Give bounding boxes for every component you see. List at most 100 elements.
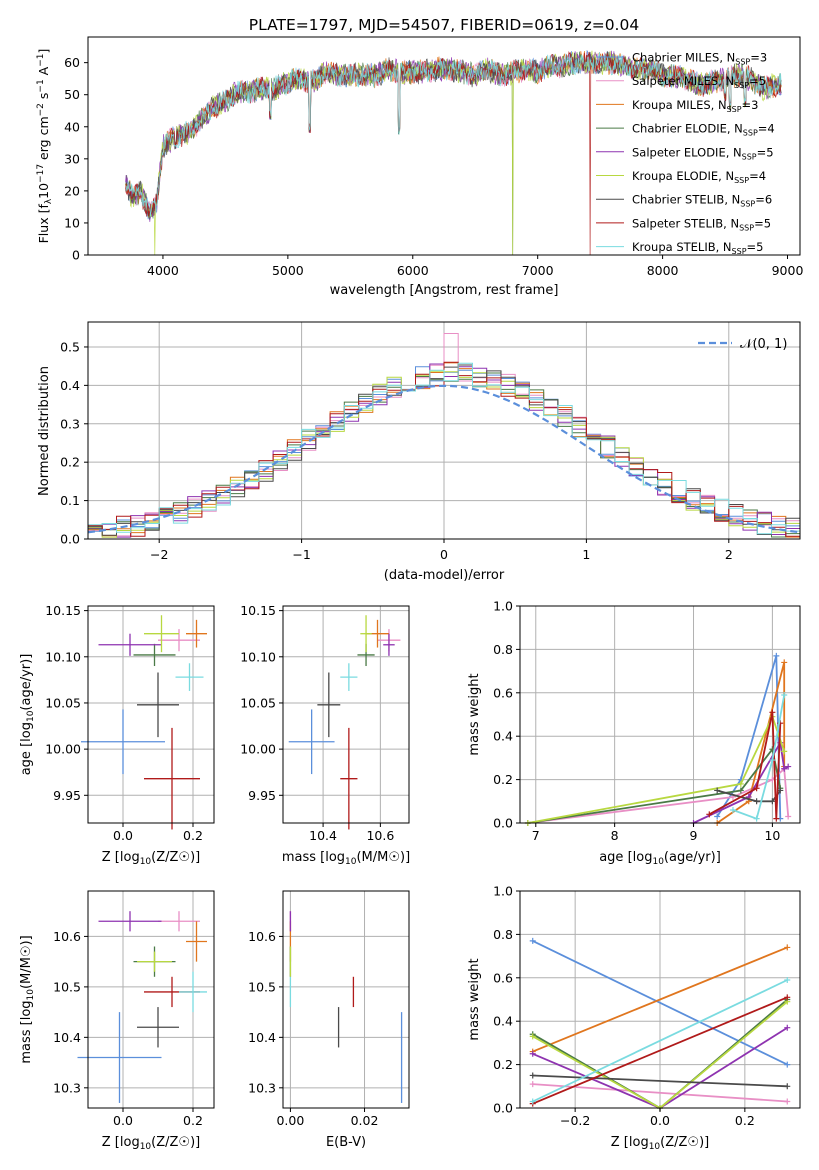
weight-marker bbox=[773, 815, 780, 822]
spectrum-frame bbox=[87, 36, 801, 256]
legend-label: Kroupa MILES, NSSP=3 bbox=[632, 98, 758, 114]
x-axis-label-tail: (Z/Z☉)] bbox=[660, 1135, 709, 1150]
x-axis-label-sub: 10 bbox=[652, 857, 664, 867]
y-tick-label: 1.0 bbox=[493, 884, 513, 899]
y-tick-label: 0.4 bbox=[493, 729, 513, 744]
x-axis-label: Z [log10(Z/Z☉)] bbox=[102, 850, 200, 867]
y-tick-label: 10.3 bbox=[248, 1080, 276, 1095]
legend-label-sub: SSP bbox=[732, 247, 747, 256]
y-tick-label: 50 bbox=[64, 87, 80, 102]
weight-marker bbox=[784, 1098, 791, 1105]
x-tick-label: 10.6 bbox=[366, 828, 394, 843]
legend-label: Kroupa STELIB, NSSP=5 bbox=[632, 240, 763, 256]
x-axis-label-main: Z [log bbox=[102, 850, 140, 865]
residuals-xlabel: (data-model)/error bbox=[384, 568, 505, 583]
y-tick-label: 40 bbox=[64, 119, 80, 134]
x-axis-label: Z [log10(Z/Z☉)] bbox=[611, 1135, 709, 1152]
x-tick-label: 7 bbox=[532, 828, 540, 843]
x-axis-label: mass [log10(M/M☉)] bbox=[282, 850, 410, 867]
weight-marker bbox=[784, 944, 791, 951]
x-tick-label: −1 bbox=[292, 547, 310, 562]
weight-marker bbox=[769, 757, 776, 764]
x-tick-label: 0.0 bbox=[113, 1113, 133, 1128]
weight-marker bbox=[784, 1061, 791, 1068]
y-tick-label: 10.3 bbox=[53, 1080, 81, 1095]
legend-label-main: Salpeter STELIB, N bbox=[632, 216, 739, 230]
legend-label-main: Chabrier STELIB, N bbox=[632, 193, 740, 207]
legend-label: Kroupa ELODIE, NSSP=4 bbox=[632, 169, 766, 185]
x-axis-label-sub: 10 bbox=[649, 1142, 661, 1152]
legend-label-sub: SSP bbox=[735, 58, 750, 67]
normal-curve bbox=[87, 384, 801, 534]
x-axis-label: E(B-V) bbox=[326, 1135, 366, 1150]
residuals-xticks: −2 −1 0 1 2 bbox=[150, 539, 733, 562]
weight-marker bbox=[753, 815, 760, 822]
weight-marker bbox=[781, 765, 788, 772]
weight-marker bbox=[753, 798, 760, 805]
weight-marker bbox=[781, 659, 788, 666]
x-tick-label: 0.2 bbox=[735, 1113, 755, 1128]
y-tick-label: 0.6 bbox=[493, 970, 513, 985]
axes-frame bbox=[87, 605, 215, 824]
legend-label-sub: SSP bbox=[734, 176, 749, 185]
y-tick-label: 10.05 bbox=[240, 695, 276, 710]
x-axis-label-tail: (age/yr)] bbox=[664, 850, 721, 865]
y-axis-label: mass weight bbox=[467, 958, 482, 1040]
x-tick-label: 1 bbox=[582, 547, 590, 562]
x-tick-label: 4000 bbox=[147, 263, 179, 278]
y-tick-label: 30 bbox=[64, 151, 80, 166]
weight-marker bbox=[737, 780, 744, 787]
x-tick-label: 0.0 bbox=[113, 828, 133, 843]
legend-label-sub: SSP bbox=[743, 129, 758, 138]
y-tick-label: 0.2 bbox=[493, 1057, 513, 1072]
weight-line-2 bbox=[532, 946, 788, 1053]
y-axis-label-tail: (M/M☉)] bbox=[19, 935, 34, 989]
legend-label-tail: =3 bbox=[750, 51, 767, 65]
y-tick-label: 0.1 bbox=[60, 493, 80, 508]
legend-label-tail: =6 bbox=[755, 193, 772, 207]
weight-marker bbox=[784, 1024, 791, 1031]
panel-residuals: −2 −1 0 1 2 0.0 0.1 0.2 0.3 0.4 0.5 (data-model)/… bbox=[37, 321, 801, 583]
panel-age-vs-mass: 10.4 10.6 9.95 10.00 10.05 10.10 10.15 mass [lo… bbox=[240, 603, 410, 867]
y-tick-label: 10.10 bbox=[45, 649, 81, 664]
x-tick-label: 2 bbox=[725, 547, 733, 562]
x-tick-label: −0.2 bbox=[560, 1113, 590, 1128]
legend-label-tail: =5 bbox=[754, 216, 771, 230]
residuals-hist bbox=[88, 333, 800, 538]
y-axis-label: age [log10(age/yr)] bbox=[19, 654, 36, 776]
weight-marker bbox=[729, 806, 736, 813]
y-tick-label: 10.4 bbox=[53, 1030, 81, 1045]
axes-frame bbox=[87, 890, 215, 1109]
spectrum-yticks: 0 10 20 30 40 50 60 bbox=[64, 55, 88, 263]
x-tick-label: 7000 bbox=[522, 263, 554, 278]
x-tick-label: 6000 bbox=[397, 263, 429, 278]
x-tick-label: 8 bbox=[611, 828, 619, 843]
weight-marker bbox=[785, 763, 792, 770]
legend-label: Chabrier STELIB, NSSP=6 bbox=[632, 193, 772, 209]
legend-label-tail: =5 bbox=[749, 74, 766, 88]
panel-mass-vs-EBV: 0.00 0.02 10.3 10.4 10.5 10.6 E(B-V) bbox=[248, 890, 410, 1150]
weight-marker bbox=[529, 1081, 536, 1088]
x-axis-label: Z [log10(Z/Z☉)] bbox=[102, 1135, 200, 1152]
legend-label-main: Chabrier ELODIE, N bbox=[632, 122, 743, 136]
x-tick-label: 9 bbox=[690, 828, 698, 843]
y-tick-label: 1.0 bbox=[493, 599, 513, 614]
weight-marker bbox=[784, 1083, 791, 1090]
y-axis-label-main: mass [log bbox=[19, 1000, 34, 1063]
weight-marker bbox=[781, 748, 788, 755]
legend-label-main: Salpeter MILES, N bbox=[632, 74, 734, 88]
y-axis-label: mass weight bbox=[467, 673, 482, 755]
y-tick-label: 10.15 bbox=[45, 603, 81, 618]
residuals-ylabel: Normed distribution bbox=[37, 366, 52, 496]
legend-label: Chabrier MILES, NSSP=3 bbox=[632, 51, 767, 67]
x-axis-label-tail: (Z/Z☉)] bbox=[151, 850, 200, 865]
legend-label-sub: SSP bbox=[739, 223, 754, 232]
weight-marker bbox=[529, 1050, 536, 1057]
legend-label-sub: SSP bbox=[734, 81, 749, 90]
y-tick-label: 0.3 bbox=[60, 416, 80, 431]
legend-label-main: Salpeter ELODIE, N bbox=[632, 145, 742, 159]
hist-step-8 bbox=[88, 362, 800, 535]
y-axis-label: mass [log10(M/M☉)] bbox=[19, 935, 36, 1063]
y-tick-label: 0.2 bbox=[60, 455, 80, 470]
